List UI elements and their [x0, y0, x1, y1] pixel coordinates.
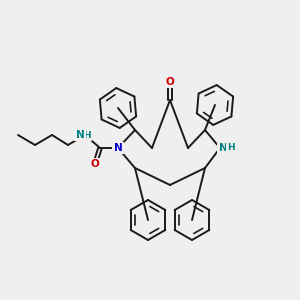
Text: O: O	[166, 77, 174, 87]
Text: N: N	[76, 130, 84, 140]
Text: N: N	[219, 143, 227, 153]
Text: O: O	[91, 159, 99, 169]
Text: H: H	[83, 130, 91, 140]
Text: H: H	[227, 143, 235, 152]
Text: N: N	[114, 143, 122, 153]
